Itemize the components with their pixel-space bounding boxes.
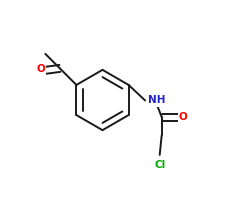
Text: O: O	[179, 112, 187, 122]
Text: O: O	[36, 64, 45, 74]
Text: Cl: Cl	[154, 160, 165, 170]
Text: NH: NH	[148, 95, 166, 105]
